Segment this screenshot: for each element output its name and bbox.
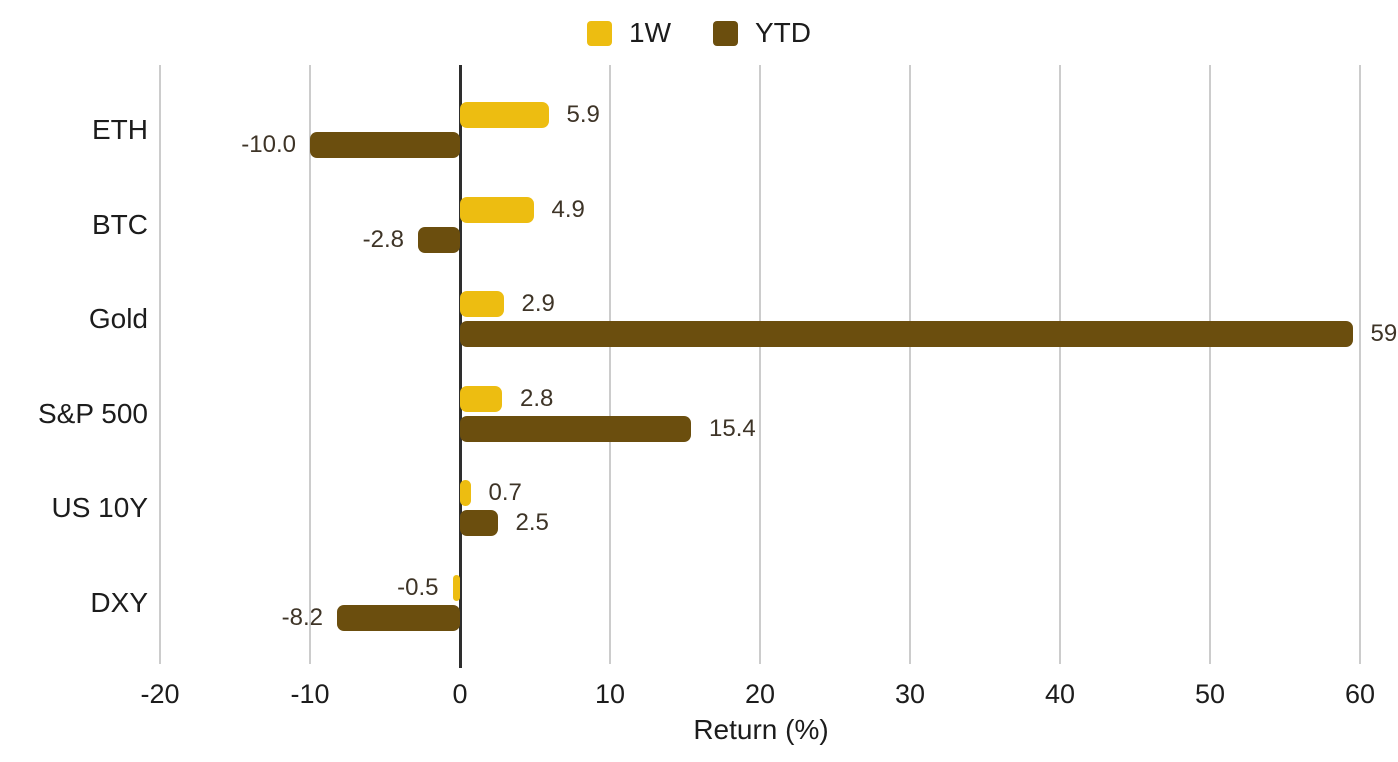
category-label-gold: Gold bbox=[88, 303, 148, 334]
category-label-btc: BTC bbox=[92, 208, 148, 240]
bar-1w-gold[interactable] bbox=[460, 291, 504, 317]
bar-1w-us-10y[interactable] bbox=[460, 480, 471, 506]
gridline-10 bbox=[609, 65, 611, 664]
x-tick-label-50: 50 bbox=[1194, 679, 1226, 709]
value-label-1w-dxy: -0.5 bbox=[397, 573, 439, 601]
legend-item-1w[interactable]: 1W bbox=[587, 19, 671, 47]
value-label-1w-us-10y: 0.7 bbox=[488, 479, 522, 506]
legend-label-ytd: YTD bbox=[755, 17, 811, 48]
zero-axis-line bbox=[458, 65, 462, 668]
gridline--20 bbox=[159, 65, 161, 664]
x-tick-label--10: -10 bbox=[290, 679, 330, 709]
value-label-ytd-eth: -10.0 bbox=[241, 131, 296, 158]
value-label-ytd-dxy: -8.2 bbox=[281, 603, 323, 631]
bar-ytd-btc[interactable] bbox=[418, 226, 460, 253]
legend: 1W YTD bbox=[0, 16, 1398, 50]
x-tick-label-40: 40 bbox=[1044, 679, 1076, 709]
x-tick-label-60: 60 bbox=[1344, 679, 1376, 709]
bar-1w-btc[interactable] bbox=[460, 196, 534, 223]
gridline-20 bbox=[759, 65, 761, 664]
gridline--10 bbox=[309, 65, 311, 664]
x-axis-title: Return (%) bbox=[693, 714, 829, 745]
bar-1w-eth[interactable] bbox=[460, 102, 549, 128]
x-tick-label--20: -20 bbox=[140, 679, 180, 709]
legend-item-ytd[interactable]: YTD bbox=[713, 19, 811, 47]
category-label-s-p-500: S&P 500 bbox=[37, 397, 148, 429]
gridline-30 bbox=[909, 65, 911, 664]
value-label-ytd-us-10y: 2.5 bbox=[515, 509, 549, 536]
bar-ytd-s-p-500[interactable] bbox=[460, 415, 691, 442]
x-tick-label-20: 20 bbox=[744, 679, 776, 709]
x-tick-label-10: 10 bbox=[594, 679, 626, 709]
legend-swatch-1w-icon bbox=[587, 20, 612, 46]
value-label-1w-s-p-500: 2.8 bbox=[520, 384, 554, 412]
bar-ytd-gold[interactable] bbox=[460, 321, 1353, 347]
value-label-1w-btc: 4.9 bbox=[551, 195, 585, 223]
legend-swatch-ytd-icon bbox=[713, 20, 738, 46]
gridline-60 bbox=[1359, 65, 1361, 664]
bar-ytd-eth[interactable] bbox=[310, 132, 460, 158]
x-tick-label-30: 30 bbox=[894, 679, 926, 709]
category-label-dxy: DXY bbox=[90, 586, 148, 618]
bar-ytd-us-10y[interactable] bbox=[460, 510, 498, 536]
gridline-40 bbox=[1059, 65, 1061, 664]
value-label-1w-eth: 5.9 bbox=[566, 101, 600, 128]
category-label-eth: ETH bbox=[92, 114, 148, 145]
x-tick-label-0: 0 bbox=[452, 679, 468, 709]
value-label-ytd-s-p-500: 15.4 bbox=[709, 414, 756, 442]
value-label-ytd-gold: 59 bbox=[1370, 320, 1398, 347]
legend-label-1w: 1W bbox=[629, 17, 671, 48]
value-label-1w-gold: 2.9 bbox=[521, 290, 555, 317]
category-label-us-10y: US 10Y bbox=[51, 492, 149, 523]
value-label-ytd-btc: -2.8 bbox=[362, 225, 404, 253]
bar-ytd-dxy[interactable] bbox=[337, 604, 460, 631]
bar-1w-dxy[interactable] bbox=[452, 574, 460, 601]
gridline-50 bbox=[1209, 65, 1211, 664]
bar-1w-s-p-500[interactable] bbox=[460, 385, 502, 412]
